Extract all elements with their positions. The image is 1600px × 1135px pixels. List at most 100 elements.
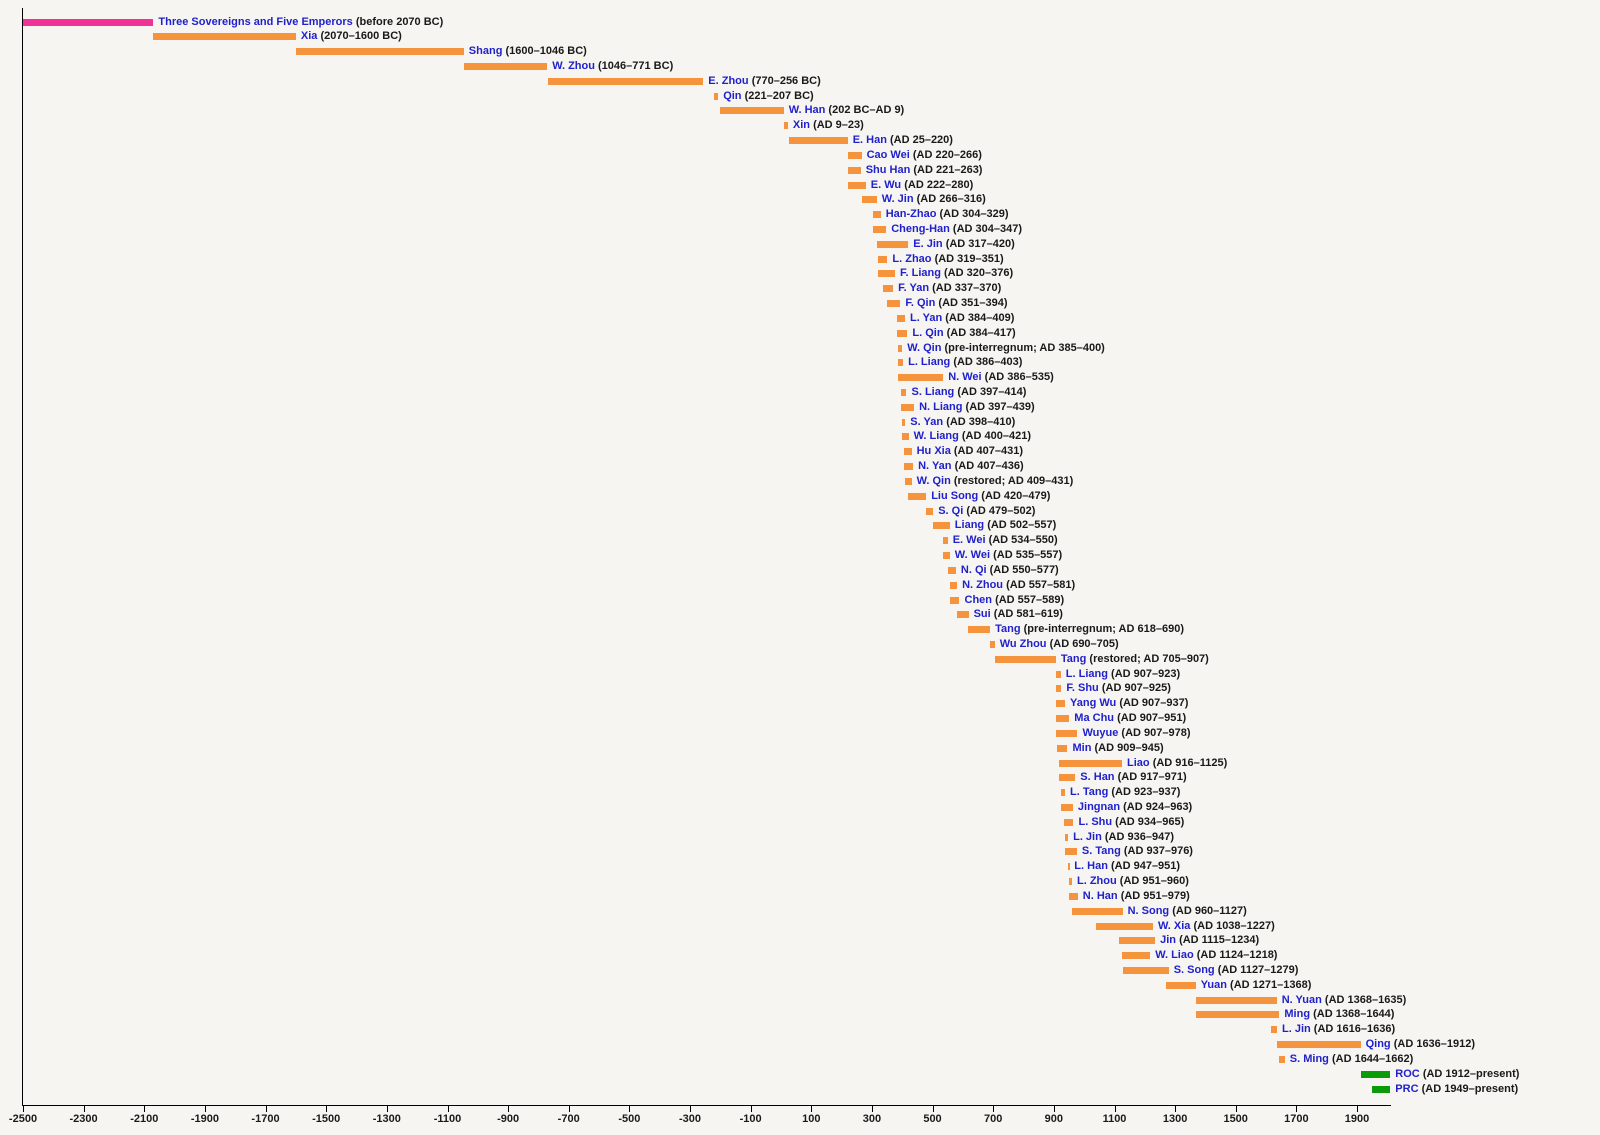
dynasty-name: Jin [1160, 934, 1176, 947]
timeline-entry-label: Liang (AD 502–557) [955, 519, 1057, 532]
timeline-entry-label: Ming (AD 1368–1644) [1284, 1008, 1394, 1021]
x-axis-tick [1114, 1105, 1116, 1112]
dynasty-dates: (1046–771 BC) [598, 60, 674, 72]
timeline-entry-label: S. Qi (AD 479–502) [938, 505, 1035, 518]
dynasty-name: Tang [995, 623, 1021, 636]
dynasty-dates: (AD 304–329) [939, 208, 1009, 221]
dynasty-name: L. Liang [1065, 667, 1108, 680]
dynasty-dates: (AD 1127–1279) [1217, 963, 1299, 976]
timeline-entry-label: S. Han (AD 917–971) [1080, 771, 1186, 784]
timeline-bar [1065, 848, 1077, 856]
dynasty-name: Qing [1365, 1038, 1391, 1050]
dynasty-dates: (AD 386–535) [984, 371, 1054, 384]
dynasty-dates: (AD 909–945) [1094, 741, 1164, 754]
dynasty-name: Han-Zhao [885, 208, 937, 221]
dynasty-name: Jingnan [1077, 800, 1121, 813]
timeline-entry-label: W. Liang (AD 400–421) [914, 430, 1031, 443]
timeline-bar [968, 626, 991, 634]
dynasty-dates: (AD 947–951) [1110, 860, 1181, 873]
dynasty-name: W. Liang [913, 430, 959, 443]
x-axis-tick-label: 1100 [1102, 1113, 1127, 1125]
timeline-entry-label: L. Zhao (AD 319–351) [892, 253, 1003, 266]
dynasty-dates: (AD 1368–1635) [1324, 993, 1407, 1006]
dynasty-dates: (AD 317–420) [945, 237, 1015, 250]
timeline-entry-label: L. Jin (AD 936–947) [1073, 831, 1174, 844]
dynasty-dates: (AD 924–963) [1123, 800, 1193, 813]
dynasty-dates: (AD 907–937) [1119, 697, 1189, 710]
timeline-entry-label: L. Zhou (AD 951–960) [1077, 875, 1189, 888]
x-axis-tick [386, 1105, 388, 1112]
x-axis-tick-label: 900 [1044, 1113, 1063, 1125]
timeline-entry-label: S. Liang (AD 397–414) [912, 386, 1027, 399]
dynasty-name: ROC [1395, 1067, 1420, 1080]
timeline-bar [901, 403, 914, 411]
timeline-entry-label: N. Qi (AD 550–577) [961, 564, 1059, 577]
dynasty-dates: (221–207 BC) [744, 89, 814, 102]
x-axis-tick-label: -300 [678, 1113, 702, 1125]
timeline-entry-label: L. Han (AD 947–951) [1074, 860, 1180, 873]
timeline-bar [1069, 878, 1072, 885]
dynasty-name: Hu Xia [916, 445, 951, 458]
timeline-bar [873, 211, 881, 219]
dynasty-dates: (AD 420–479) [981, 489, 1051, 502]
x-axis-tick [568, 1105, 570, 1112]
timeline-bar [1060, 789, 1065, 797]
x-axis-tick [23, 1105, 24, 1112]
x-axis-tick [326, 1105, 328, 1112]
dynasty-name: Sui [973, 608, 991, 621]
dynasty-dates: (AD 25–220) [889, 134, 953, 147]
dynasty-name: Shu Han [865, 163, 911, 176]
dynasty-dates: (2070–1600 BC) [320, 30, 402, 43]
timeline-bar [926, 507, 934, 515]
timeline-bar [933, 522, 950, 530]
dynasty-dates: (AD 386–403) [953, 356, 1023, 369]
dynasty-name: E. Zhou [708, 74, 749, 87]
timeline-entry-label: Wu Zhou (AD 690–705) [1000, 638, 1119, 651]
dynasty-dates: (AD 917–971) [1117, 771, 1187, 784]
timeline-entry-label: Shang (1600–1046 BC) [469, 45, 587, 58]
x-axis-tick [1296, 1105, 1298, 1112]
timeline-entry-label: Chen (AD 557–589) [965, 594, 1065, 607]
dynasty-dates: (AD 936–947) [1104, 830, 1174, 843]
dynasty-name: S. Ming [1289, 1052, 1329, 1065]
dynasty-dates: (770–256 BC) [751, 74, 821, 87]
timeline-entry-label: Xin (AD 9–23) [793, 119, 864, 132]
dynasty-dates: (restored; AD 409–431) [953, 474, 1074, 487]
dynasty-name: N. Yuan [1281, 993, 1322, 1006]
dynasty-name: Yuan [1200, 978, 1227, 991]
dynasty-name: L. Jin [1073, 830, 1102, 843]
timeline-bar [1068, 863, 1071, 871]
timeline-bar [1072, 907, 1123, 915]
dynasty-dates: (AD 220–266) [912, 148, 982, 161]
dynasty-dates: (AD 690–705) [1049, 637, 1119, 650]
timeline-bar [957, 611, 969, 619]
timeline-bar [873, 226, 887, 233]
dynasty-dates: (AD 222–280) [904, 178, 974, 191]
timeline-bar [1064, 818, 1074, 826]
timeline-entry-label: S. Ming (AD 1644–1662) [1290, 1053, 1414, 1066]
timeline-entry-label: Hu Xia (AD 407–431) [917, 445, 1023, 458]
timeline-entry-label: Qin (221–207 BC) [723, 90, 814, 103]
dynasty-name: Wu Zhou [999, 637, 1047, 650]
timeline-bar [783, 122, 788, 130]
timeline-bar [947, 566, 956, 574]
dynasty-dates: (AD 907–978) [1121, 726, 1191, 739]
timeline-entry-label: L. Jin (AD 1616–1636) [1282, 1023, 1395, 1036]
x-axis-tick-label: -100 [739, 1113, 762, 1125]
dynasty-name: Chen [964, 593, 993, 606]
timeline-entry-label: N. Yan (AD 407–436) [918, 460, 1024, 473]
dynasty-name: Cheng-Han [891, 223, 950, 235]
dynasty-name: L. Zhao [892, 252, 932, 265]
dynasty-dates: (AD 960–1127) [1172, 904, 1247, 917]
timeline-bar [848, 181, 866, 189]
dynasty-dates: (AD 907–923) [1111, 667, 1181, 680]
dynasty-dates: (AD 1949–present) [1421, 1082, 1519, 1095]
dynasty-dates: (AD 502–557) [987, 519, 1057, 532]
timeline-entry-label: E. Zhou (770–256 BC) [708, 75, 820, 88]
dynasty-name: Tang [1060, 652, 1087, 665]
dynasty-dates: (AD 1644–1662) [1331, 1052, 1414, 1065]
dynasty-name: Yang Wu [1070, 697, 1117, 710]
x-axis-tick-label: -1900 [190, 1113, 219, 1125]
timeline-entry-label: F. Shu (AD 907–925) [1066, 682, 1171, 695]
dynasty-dates: (202 BC–AD 9) [828, 104, 905, 117]
